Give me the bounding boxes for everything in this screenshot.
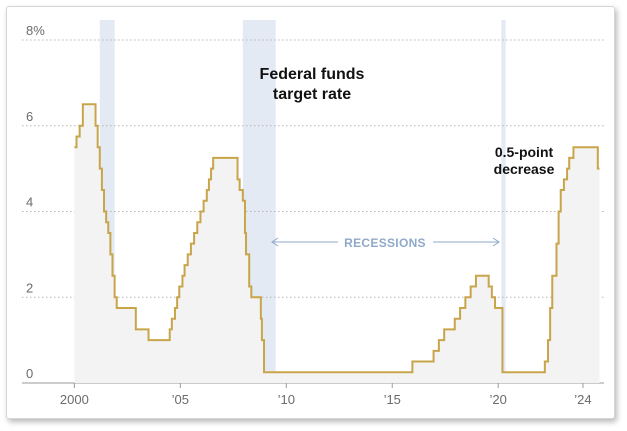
y-tick-label-6: 6	[26, 109, 33, 124]
recessions-arrowhead-left	[271, 237, 279, 247]
x-tick-label-2010: ’10	[278, 392, 295, 407]
x-tick-label-2005: ’05	[172, 392, 189, 407]
decrease-annotation-line1: 0.5-point	[495, 144, 554, 160]
rate-line	[74, 103, 600, 374]
chart-title-line1: Federal funds	[260, 66, 365, 83]
recessions-label: RECESSIONS	[344, 236, 426, 250]
chart-title-line2: target rate	[273, 86, 351, 103]
x-tick-label-2020: ’20	[490, 392, 507, 407]
x-tick-label-2000: 2000	[60, 392, 89, 407]
recessions-callout: RECESSIONS	[271, 236, 500, 250]
y-tick-label-2: 2	[26, 280, 33, 295]
rate-area-fill	[74, 104, 600, 383]
x-tick-label-2024: ’24	[574, 392, 591, 407]
y-axis-ticks: 0 2 4 6 8%	[26, 23, 45, 381]
x-axis-ticks: 2000 ’05 ’10 ’15 ’20 ’24	[60, 383, 592, 407]
x-tick-label-2015: ’15	[384, 392, 401, 407]
y-tick-label-0: 0	[26, 366, 33, 381]
recession-band-3	[501, 20, 506, 383]
decrease-annotation-line2: decrease	[494, 161, 555, 177]
y-tick-label-8: 8%	[26, 23, 45, 38]
recessions-arrowhead-right	[492, 237, 500, 247]
y-tick-label-4: 4	[26, 195, 33, 210]
rate-area	[74, 104, 600, 383]
rate-step-line	[74, 103, 600, 374]
